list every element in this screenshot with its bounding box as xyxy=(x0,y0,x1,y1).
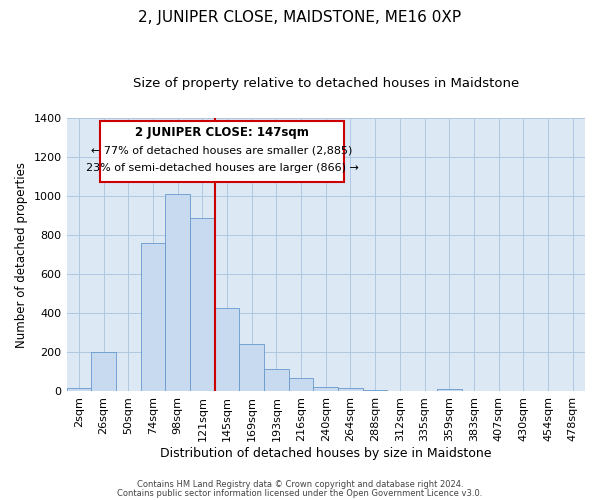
Bar xyxy=(338,388,363,392)
Bar xyxy=(215,308,239,392)
Text: 2, JUNIPER CLOSE, MAIDSTONE, ME16 0XP: 2, JUNIPER CLOSE, MAIDSTONE, ME16 0XP xyxy=(139,10,461,25)
Text: 23% of semi-detached houses are larger (866) →: 23% of semi-detached houses are larger (… xyxy=(86,163,359,173)
Bar xyxy=(91,352,116,392)
Bar xyxy=(313,386,338,392)
Text: Contains public sector information licensed under the Open Government Licence v3: Contains public sector information licen… xyxy=(118,489,482,498)
Bar xyxy=(190,218,215,392)
Bar xyxy=(140,243,165,392)
Text: ← 77% of detached houses are smaller (2,885): ← 77% of detached houses are smaller (2,… xyxy=(91,146,353,156)
Bar xyxy=(165,194,190,392)
FancyBboxPatch shape xyxy=(100,121,344,182)
Bar xyxy=(363,390,388,392)
Text: Contains HM Land Registry data © Crown copyright and database right 2024.: Contains HM Land Registry data © Crown c… xyxy=(137,480,463,489)
Bar xyxy=(264,369,289,392)
X-axis label: Distribution of detached houses by size in Maidstone: Distribution of detached houses by size … xyxy=(160,447,491,460)
Title: Size of property relative to detached houses in Maidstone: Size of property relative to detached ho… xyxy=(133,78,519,90)
Bar xyxy=(239,344,264,392)
Bar xyxy=(437,388,461,392)
Y-axis label: Number of detached properties: Number of detached properties xyxy=(15,162,28,348)
Text: 2 JUNIPER CLOSE: 147sqm: 2 JUNIPER CLOSE: 147sqm xyxy=(135,126,309,139)
Bar xyxy=(289,378,313,392)
Bar xyxy=(67,388,91,392)
